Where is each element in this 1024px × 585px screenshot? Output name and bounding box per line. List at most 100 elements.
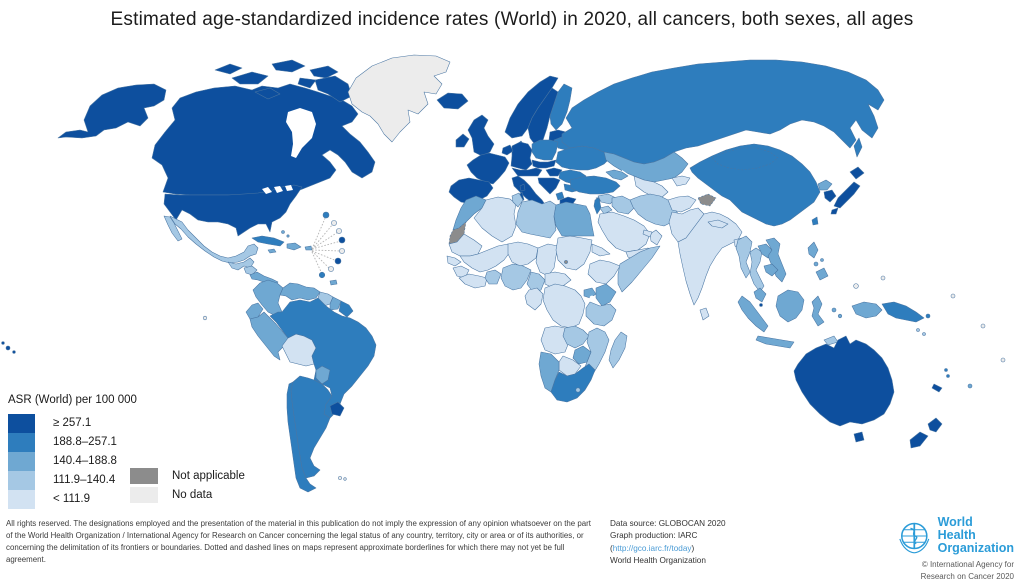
country-nicaragua <box>243 265 258 276</box>
st-kitts-island <box>331 220 337 226</box>
country-niger <box>507 241 539 267</box>
pacific-island-nodata <box>880 275 886 281</box>
philippines-luzon <box>807 241 819 259</box>
country-caucasus <box>605 169 629 181</box>
country-french-guiana <box>338 300 354 318</box>
gco-iarc-link[interactable]: http://gco.iarc.fr/today <box>612 543 692 553</box>
link-paren-close: ) <box>691 543 695 553</box>
guadeloupe-island <box>338 236 346 244</box>
country-gabon-congo <box>524 287 544 311</box>
new-zealand-north-island <box>927 417 943 433</box>
country-sudan <box>555 235 593 271</box>
legend-swatch-4 <box>8 471 35 490</box>
antigua-island <box>322 211 330 219</box>
country-thailand <box>749 247 765 293</box>
country-singapore <box>759 303 763 307</box>
country-taiwan <box>811 216 819 226</box>
legend-swatch-no-data <box>130 486 158 503</box>
disclaimer-text: All rights reserved. The designations em… <box>6 519 591 564</box>
new-zealand-south-island <box>909 431 929 449</box>
fiji-island <box>967 383 973 389</box>
country-corsica <box>519 183 526 192</box>
country-eritrea <box>591 243 611 257</box>
martinique-island <box>334 257 342 265</box>
country-south-korea <box>823 189 837 203</box>
graph-production-line: Graph production: IARC <box>610 531 698 541</box>
country-israel-lebanon <box>593 197 602 215</box>
country-kenya <box>595 283 617 307</box>
sakhalin-island <box>853 137 863 158</box>
country-suriname <box>329 296 342 311</box>
country-vietnam <box>765 237 787 283</box>
lake-victoria <box>589 295 595 301</box>
country-united-kingdom <box>467 114 495 157</box>
country-uganda <box>583 287 597 299</box>
philippines-visayas <box>820 258 824 262</box>
bahamas-island <box>281 230 285 234</box>
country-spain-portugal <box>448 177 494 205</box>
country-trinidad <box>329 279 338 286</box>
pacific-island-nodata <box>980 323 986 329</box>
indonesia-java <box>755 335 795 349</box>
region-kashmir <box>697 193 717 207</box>
tasmania-island <box>853 431 865 443</box>
new-caledonia-island <box>931 383 943 393</box>
abyei-region <box>564 260 568 264</box>
hawaii-island <box>1 341 5 345</box>
legend-special: Not applicable No data <box>130 466 245 504</box>
country-saudi-arabia <box>597 211 651 253</box>
country-jamaica <box>267 248 277 254</box>
country-somalia <box>617 245 661 293</box>
legend-label-1: ≥ 257.1 <box>53 417 92 429</box>
philippines-mindanao <box>815 267 829 281</box>
legend-swatch-3 <box>8 452 35 471</box>
pacific-island-nodata <box>950 293 956 299</box>
st-vincent-island <box>328 266 334 272</box>
country-dr-congo <box>542 283 586 329</box>
who-wordmark-line2: Organization <box>937 541 1014 556</box>
who-emblem-icon <box>899 522 930 554</box>
country-sri-lanka <box>699 307 710 321</box>
country-nigeria <box>500 263 532 291</box>
philippines-visayas <box>813 261 819 267</box>
country-madagascar <box>608 331 628 369</box>
country-france <box>466 152 510 185</box>
legend-label-4: 111.9–140.4 <box>53 474 116 486</box>
country-senegal <box>446 255 462 267</box>
country-ireland <box>455 133 470 148</box>
country-croatia-serbia <box>537 177 561 195</box>
bahamas-island <box>286 234 290 238</box>
iarc-copyright: © International Agency for Research on C… <box>920 560 1014 581</box>
legend-swatch-1 <box>8 414 35 433</box>
country-guinea <box>452 265 470 279</box>
map-legend: ASR (World) per 100 000 ≥ 257.1 188.8–25… <box>8 394 137 509</box>
country-mexico <box>169 215 259 264</box>
legend-label-3: 140.4–188.8 <box>53 455 117 467</box>
world-choropleth-map <box>1 54 1006 493</box>
great-lakes <box>262 185 293 194</box>
country-jordan <box>599 205 613 215</box>
who-wordmark: World Health Organization <box>937 515 1014 556</box>
country-ghana <box>484 269 502 285</box>
country-cameroon <box>526 271 546 293</box>
baja-california <box>163 215 183 242</box>
country-japan <box>830 166 865 215</box>
country-australia <box>793 335 895 427</box>
pacific-island-nodata <box>1000 357 1006 363</box>
country-paraguay <box>315 365 331 385</box>
falkland-islands <box>343 477 347 481</box>
country-canada-arctic <box>214 59 353 103</box>
country-sierra-leone-liberia-cote-divoire <box>458 273 488 289</box>
country-mauritania <box>448 233 483 257</box>
country-cuba <box>251 235 285 247</box>
page-title: Estimated age-standardized incidence rat… <box>110 9 914 30</box>
country-tunisia <box>511 192 524 208</box>
country-afghanistan <box>667 195 697 213</box>
country-north-korea <box>817 179 833 191</box>
indonesia-moluccas <box>831 307 837 313</box>
who-source-line: World Health Organization <box>610 555 706 565</box>
country-switzerland-austria <box>511 167 543 177</box>
solomon-islands <box>916 328 920 332</box>
indonesia-sumatra <box>737 295 769 333</box>
country-germany <box>510 141 533 171</box>
